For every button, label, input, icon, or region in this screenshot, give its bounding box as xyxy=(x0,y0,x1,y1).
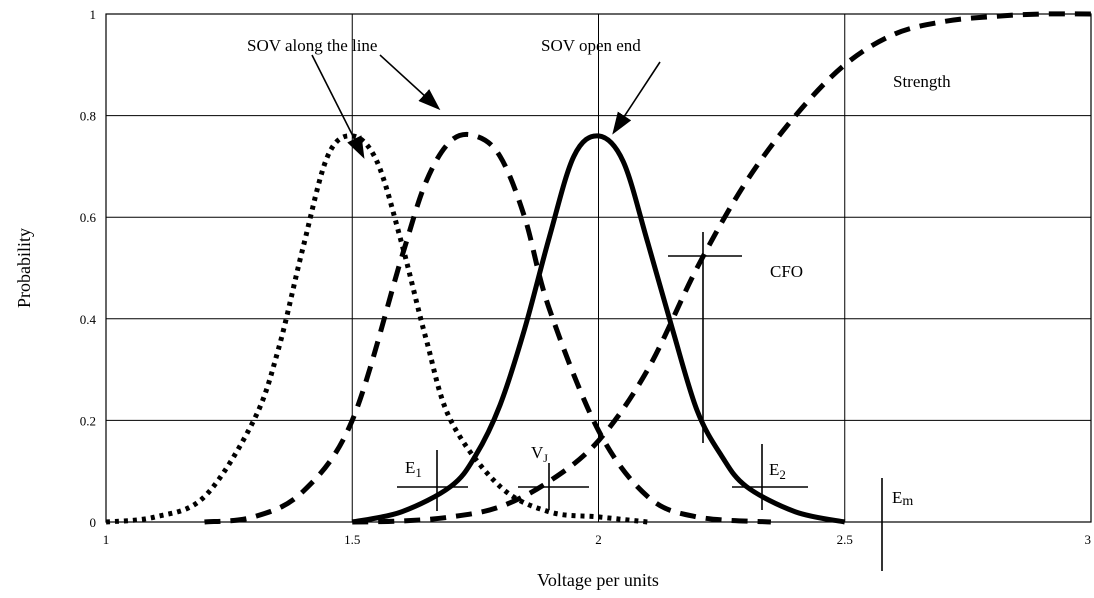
series-sov-along-line-dotted xyxy=(105,133,649,525)
plot-frame xyxy=(105,13,1092,523)
series-sov-open-end xyxy=(351,133,846,525)
annotation-sov-open-end: SOV open end xyxy=(541,36,641,55)
y-tick-labels: 0 0.2 0.4 0.6 0.8 1 xyxy=(80,7,97,530)
arrow-sov-open xyxy=(612,61,661,135)
y-axis-title: Probability xyxy=(14,228,34,308)
arrow-sov-along-2 xyxy=(379,54,441,111)
marker-e1-letter: E xyxy=(405,458,415,477)
annotation-strength: Strength xyxy=(893,72,951,91)
marker-e2: E2 xyxy=(769,460,786,482)
y-tick-label: 1 xyxy=(90,7,97,22)
x-tick-label: 3 xyxy=(1085,532,1092,547)
series-sov-along-line-dashed xyxy=(204,131,772,525)
marker-em-letter: E xyxy=(892,488,902,507)
arrow-sov-along-1 xyxy=(311,54,365,159)
marker-e1: E1 xyxy=(405,458,422,480)
marker-vj-letter: V xyxy=(531,443,544,462)
annotation-cfo: CFO xyxy=(770,262,803,281)
y-tick-label: 0 xyxy=(90,515,97,530)
x-tick-label: 2 xyxy=(595,532,602,547)
marker-e2-sub: 2 xyxy=(779,467,786,482)
y-tick-label: 0.8 xyxy=(80,109,96,124)
y-tick-label: 0.2 xyxy=(80,413,96,428)
series-lines xyxy=(105,11,1092,525)
x-tick-label: 1 xyxy=(103,532,110,547)
marker-e2-letter: E xyxy=(769,460,779,479)
marker-e1-sub: 1 xyxy=(415,465,422,480)
marker-vj-sub: J xyxy=(543,451,548,465)
annotation-sov-along-the-line: SOV along the line xyxy=(247,36,377,55)
grid xyxy=(106,14,1091,522)
marker-em-sub: m xyxy=(902,494,913,509)
series-strength xyxy=(352,11,1092,525)
marker-em: Em xyxy=(892,488,913,509)
x-tick-labels: 1 1.5 2 2.5 3 xyxy=(103,532,1091,547)
marker-vj: VJ xyxy=(531,443,548,465)
y-tick-label: 0.4 xyxy=(80,312,97,327)
x-axis-title: Voltage per units xyxy=(537,570,659,590)
x-tick-label: 1.5 xyxy=(344,532,360,547)
x-tick-label: 2.5 xyxy=(837,532,853,547)
y-tick-label: 0.6 xyxy=(80,210,97,225)
